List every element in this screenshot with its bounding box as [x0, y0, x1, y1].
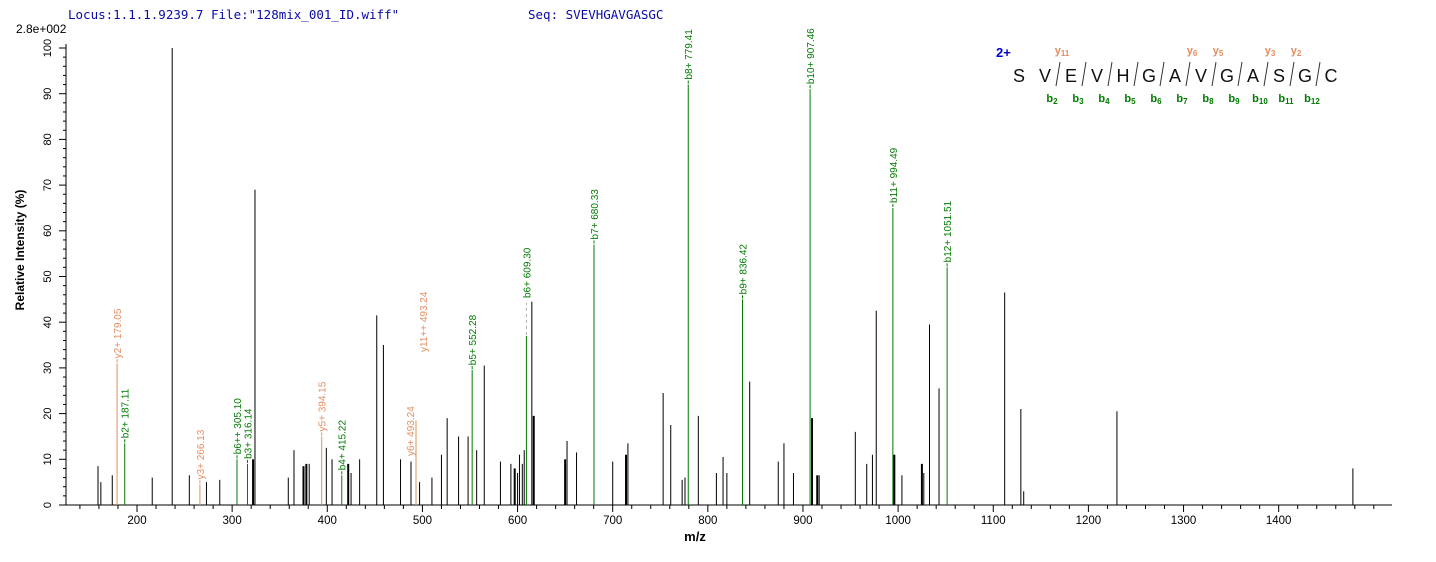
b-ion-marker: b9 — [1228, 93, 1240, 106]
y-axis-tick-label: 80 — [42, 133, 54, 145]
peak-label: b7+ 680.33 — [590, 189, 601, 240]
fragmentation-slash — [1133, 61, 1139, 87]
y-axis-tick-label: 60 — [42, 225, 54, 237]
peaks: y2+ 179.05 b2+ 187.11 y3+ 266.13 b6++ 305.1… — [97, 28, 1354, 505]
peak-label: y2+ 179.05 — [113, 308, 124, 358]
b-ion-marker: b4 — [1098, 93, 1110, 106]
peak-label: b6+ 609.30 — [522, 247, 533, 298]
fragmentation-slash — [1315, 61, 1321, 87]
x-axis-tick-label: 1200 — [1076, 515, 1102, 527]
y-axis-tick-label: 70 — [42, 179, 54, 191]
x-axis-tick-label: 800 — [698, 515, 717, 527]
x-axis-tick-label: 1400 — [1266, 515, 1292, 527]
y-axis-tick-label: 40 — [42, 316, 54, 328]
sequence-residue: S — [1013, 66, 1025, 86]
locus-file-label: Locus:1.1.1.9239.7 File:"128mix_001_ID.w… — [68, 7, 400, 22]
fragmentation-slash — [1107, 61, 1113, 87]
fragmentation-slash — [1081, 61, 1087, 87]
peak-label: y11++ 493.24 — [419, 291, 430, 352]
peak-label: b5+ 552.28 — [468, 314, 479, 365]
y-ion-marker: y2 — [1291, 45, 1302, 58]
y-ion-marker: y11 — [1055, 45, 1070, 58]
y-axis-tick-label: 100 — [42, 39, 54, 57]
peak-label: y6+ 493.24 — [406, 406, 417, 456]
y-ion-marker: y5 — [1213, 45, 1224, 58]
sequence-residue: A — [1247, 66, 1259, 86]
x-axis-tick-label: 500 — [413, 515, 432, 527]
peak-label: b2+ 187.11 — [121, 388, 132, 438]
fragmentation-slash — [1211, 61, 1217, 87]
y-axis-tick-label: 0 — [42, 502, 54, 508]
sequence-residue: A — [1169, 66, 1181, 86]
sequence-label: Seq: SVEVHGAVGASGC — [528, 7, 664, 22]
b-ion-marker: b7 — [1176, 93, 1188, 106]
x-axis-tick-label: 900 — [793, 515, 812, 527]
sequence-residue: V — [1091, 66, 1103, 86]
y-axis-tick-label: 50 — [42, 270, 54, 282]
y-axis-tick-label: 30 — [42, 362, 54, 374]
sequence-residue: S — [1273, 66, 1285, 86]
y-axis-title: Relative Intensity (%) — [13, 190, 27, 311]
b-ion-marker: b11 — [1278, 93, 1294, 106]
peak-label: y3+ 266.13 — [196, 429, 207, 479]
x-axis-tick-label: 1000 — [885, 515, 911, 527]
peak-label: b8+ 779.41 — [684, 29, 695, 80]
fragmentation-slash — [1159, 61, 1165, 87]
sequence-residue: G — [1220, 66, 1234, 86]
peak-label: b9+ 836.42 — [738, 244, 749, 295]
peak-label: y5+ 394.15 — [318, 381, 329, 431]
b-ion-marker: b2 — [1046, 93, 1058, 106]
peak-label: b10+ 907.46 — [806, 28, 817, 84]
y-ion-marker: y6 — [1187, 45, 1198, 58]
fragmentation-slash — [1237, 61, 1243, 87]
sequence-residue: G — [1298, 66, 1312, 86]
x-axis-tick-label: 200 — [127, 515, 146, 527]
b-ion-marker: b12 — [1304, 93, 1320, 106]
axes: 0 10 20 30 40 50 60 70 80 90 100 200 300 400 500 600 700… — [13, 39, 1392, 544]
b-ion-marker: b8 — [1202, 93, 1214, 106]
x-axis-title: m/z — [684, 529, 706, 544]
x-axis-tick-label: 400 — [318, 515, 337, 527]
max-intensity-label: 2.8e+002 — [16, 22, 67, 36]
peak-label: b4+ 415.22 — [338, 420, 349, 471]
x-axis-tick-label: 1300 — [1171, 515, 1197, 527]
fragmentation-slash — [1289, 61, 1295, 87]
peak-label: b3+ 316.14 — [243, 408, 254, 459]
b-ion-marker: b6 — [1150, 93, 1162, 106]
x-axis-tick-label: 1100 — [981, 515, 1006, 527]
sequence-residue: H — [1117, 66, 1130, 86]
y-axis-tick-label: 90 — [42, 88, 54, 100]
fragmentation-slash — [1055, 61, 1061, 87]
fragmentation-slash — [1185, 61, 1191, 87]
x-axis-tick-label: 300 — [223, 515, 242, 527]
b-ion-marker: b3 — [1072, 93, 1084, 106]
sequence-residue: V — [1195, 66, 1207, 86]
sequence-residue: E — [1065, 66, 1077, 86]
peak-label: b6++ 305.10 — [233, 398, 244, 455]
charge-state-label: 2+ — [996, 45, 1011, 60]
b-ion-marker: b10 — [1252, 93, 1268, 106]
fragmentation-slash — [1263, 61, 1269, 87]
b-ion-marker: b5 — [1124, 93, 1136, 106]
sequence-residue: C — [1325, 66, 1338, 86]
y-axis-tick-label: 10 — [42, 453, 54, 465]
sequence-residue: G — [1142, 66, 1156, 86]
y-axis-tick-label: 20 — [42, 407, 54, 419]
peak-label: b11+ 994.49 — [889, 147, 900, 203]
sequence-residue: V — [1039, 66, 1051, 86]
y-ion-marker: y3 — [1265, 45, 1276, 58]
peak-label: b12+ 1051.51 — [943, 200, 954, 262]
x-axis-tick-label: 600 — [508, 515, 527, 527]
x-axis-tick-label: 700 — [603, 515, 622, 527]
